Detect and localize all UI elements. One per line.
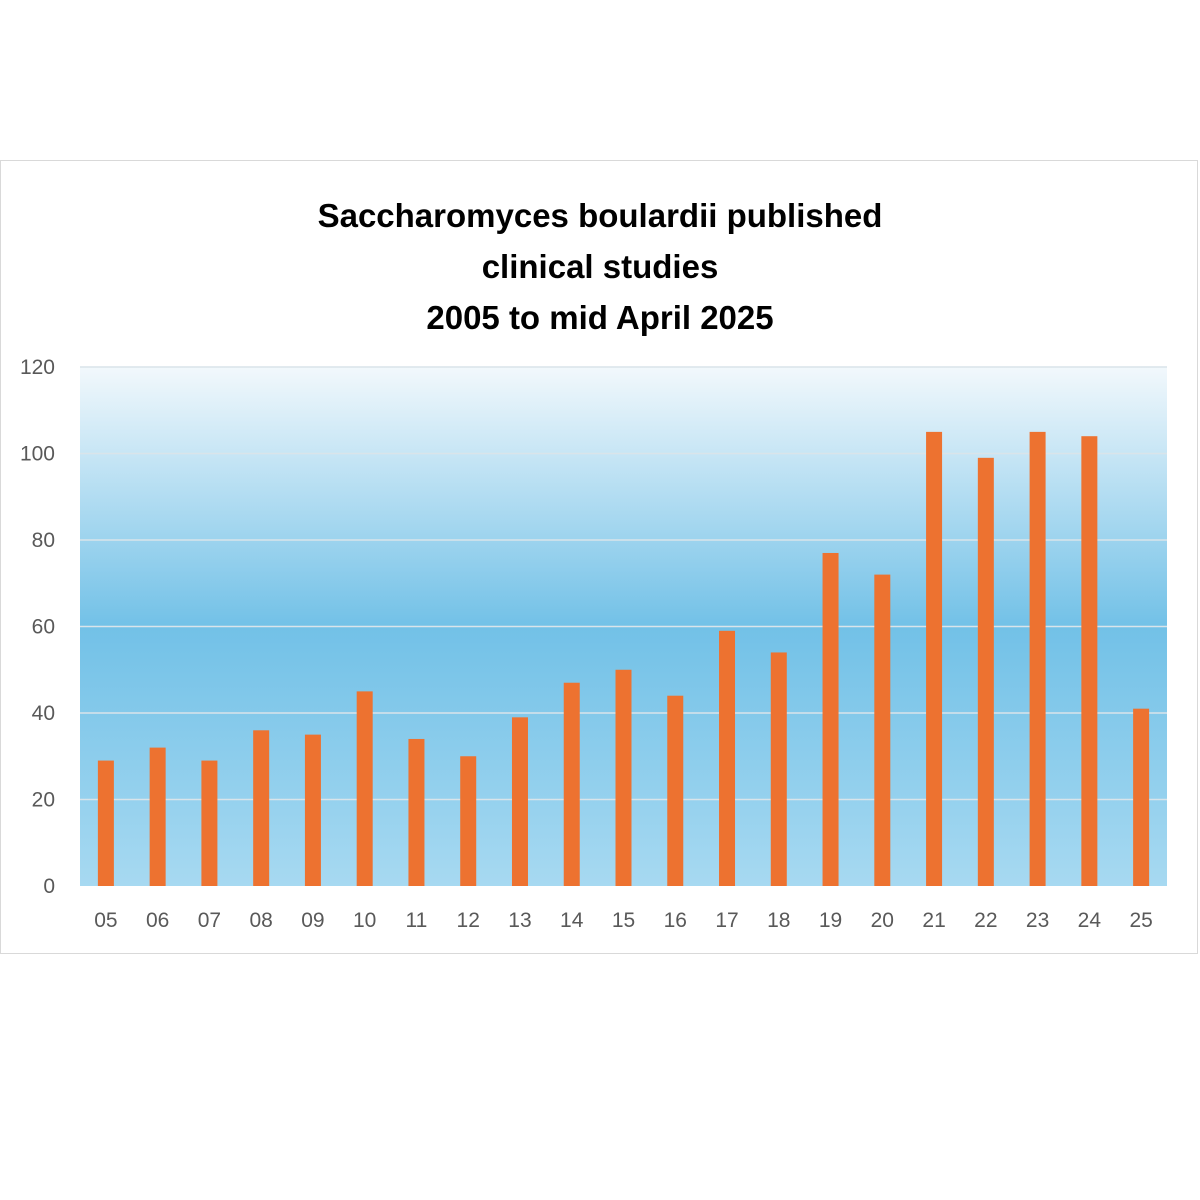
y-axis-ticks: 0 20 40 60 80 100 120 xyxy=(20,356,55,898)
chart-title-line-1: Saccharomyces boulardii published xyxy=(317,197,883,234)
bar-05 xyxy=(97,760,114,886)
bars xyxy=(97,431,1150,886)
x-tick-label: 12 xyxy=(457,909,480,932)
bar-11 xyxy=(408,738,425,886)
bar-09 xyxy=(304,734,321,886)
bar-10 xyxy=(356,691,373,886)
bar-07 xyxy=(201,760,218,886)
bar-18 xyxy=(770,652,787,886)
x-tick-label: 14 xyxy=(560,909,584,932)
x-tick-label: 21 xyxy=(922,909,945,932)
x-tick-label: 16 xyxy=(664,909,687,932)
bar-22 xyxy=(977,457,994,886)
chart-title-line-2: clinical studies xyxy=(481,248,719,285)
bar-25 xyxy=(1133,708,1150,886)
y-tick-label: 40 xyxy=(32,702,55,725)
x-tick-label: 18 xyxy=(767,909,790,932)
bar-16 xyxy=(667,695,684,886)
x-tick-label: 05 xyxy=(94,909,117,932)
x-tick-label: 19 xyxy=(819,909,842,932)
bar-23 xyxy=(1029,431,1046,886)
chart-title: Saccharomyces boulardii published clinic… xyxy=(200,190,1000,343)
bar-14 xyxy=(563,682,580,886)
x-tick-label: 22 xyxy=(974,909,997,932)
x-tick-label: 20 xyxy=(871,909,894,932)
y-tick-label: 0 xyxy=(43,875,55,898)
bar-21 xyxy=(926,431,943,886)
x-tick-label: 10 xyxy=(353,909,376,932)
x-tick-label: 09 xyxy=(301,909,324,932)
x-tick-label: 25 xyxy=(1129,909,1152,932)
y-tick-label: 20 xyxy=(32,789,55,812)
bar-19 xyxy=(822,552,839,886)
bar-20 xyxy=(874,574,891,886)
chart-title-line-3: 2005 to mid April 2025 xyxy=(426,299,774,336)
y-tick-label: 100 xyxy=(20,443,55,466)
bar-15 xyxy=(615,669,632,886)
bar-12 xyxy=(460,756,477,886)
bar-17 xyxy=(719,630,736,886)
bar-08 xyxy=(253,730,270,886)
y-tick-label: 80 xyxy=(32,529,55,552)
x-tick-label: 17 xyxy=(715,909,738,932)
x-tick-label: 24 xyxy=(1078,909,1102,932)
x-tick-label: 11 xyxy=(406,909,428,932)
y-tick-label: 120 xyxy=(20,356,55,379)
x-tick-label: 15 xyxy=(612,909,635,932)
x-tick-label: 07 xyxy=(198,909,221,932)
y-tick-label: 60 xyxy=(32,616,55,639)
x-tick-label: 06 xyxy=(146,909,169,932)
x-tick-label: 13 xyxy=(508,909,531,932)
x-tick-label: 08 xyxy=(249,909,272,932)
x-tick-label: 23 xyxy=(1026,909,1049,932)
bar-24 xyxy=(1081,436,1098,886)
bar-13 xyxy=(511,717,528,886)
bar-06 xyxy=(149,747,166,886)
x-axis-ticks: 05 06 07 08 09 10 11 12 13 14 15 16 17 18 19 20 21 22 23 24… xyxy=(94,909,1153,932)
